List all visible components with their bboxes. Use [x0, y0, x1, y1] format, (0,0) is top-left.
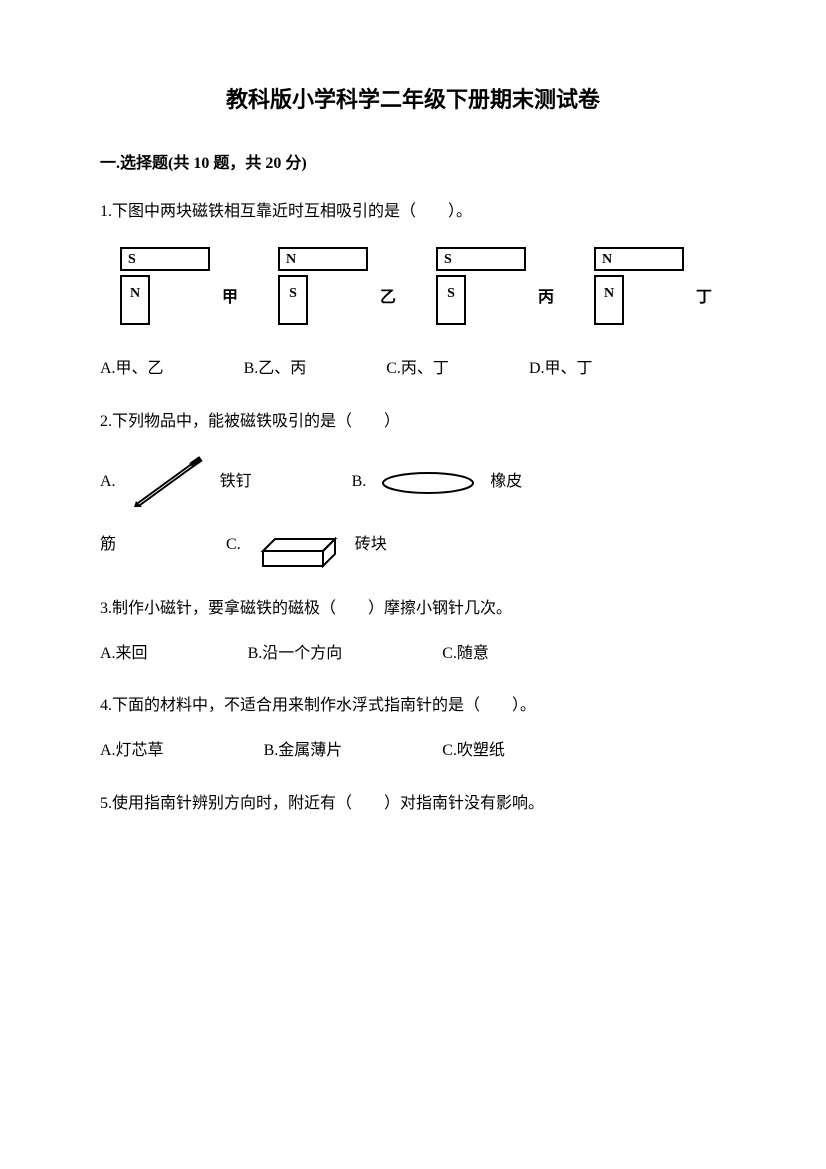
- option-b: B.乙、丙: [244, 355, 307, 384]
- option-b: B.金属薄片: [264, 737, 343, 766]
- option-a: A.灯芯草: [100, 737, 164, 766]
- question-1: 1.下图中两块磁铁相互靠近时互相吸引的是（ ）。 S N 甲 N S 乙 S S…: [100, 198, 726, 384]
- magnet-bottom: N: [120, 275, 150, 325]
- question-5: 5.使用指南针辨别方向时，附近有（ ）对指南针没有影响。: [100, 790, 726, 819]
- nail-icon: [128, 453, 208, 513]
- q4-options: A.灯芯草 B.金属薄片 C.吹塑纸: [100, 737, 726, 766]
- q1-text: 1.下图中两块磁铁相互靠近时互相吸引的是（ ）。: [100, 198, 726, 227]
- magnet-group-jia: S N 甲: [120, 247, 238, 325]
- q5-text: 5.使用指南针辨别方向时，附近有（ ）对指南针没有影响。: [100, 790, 726, 819]
- brick-icon: [253, 521, 343, 571]
- q3-text: 3.制作小磁针，要拿磁铁的磁极（ ）摩擦小钢针几次。: [100, 595, 726, 624]
- magnet-label: 乙: [380, 284, 396, 313]
- rubber-band-icon: [378, 463, 478, 503]
- magnet-bottom: S: [278, 275, 308, 325]
- option-a: A.来回: [100, 640, 148, 669]
- q1-options: A.甲、乙 B.乙、丙 C.丙、丁 D.甲、丁: [100, 355, 726, 384]
- page-title: 教科版小学科学二年级下册期末测试卷: [100, 80, 726, 120]
- q2-opt-a: A.: [100, 468, 116, 497]
- magnet-top: S: [120, 247, 210, 271]
- option-a: A.甲、乙: [100, 355, 164, 384]
- magnet-group-bing: S S 丙: [436, 247, 554, 325]
- section-header: 一.选择题(共 10 题，共 20 分): [100, 150, 726, 179]
- magnet-group-yi: N S 乙: [278, 247, 396, 325]
- magnet-label: 丙: [538, 284, 554, 313]
- q2-row2-left: 筋: [100, 531, 116, 560]
- option-b: B.沿一个方向: [248, 640, 343, 669]
- magnet-bottom: N: [594, 275, 624, 325]
- option-d: D.甲、丁: [529, 355, 593, 384]
- q4-text: 4.下面的材料中，不适合用来制作水浮式指南针的是（ ）。: [100, 692, 726, 721]
- q2-opt-c-label: 砖块: [355, 531, 387, 560]
- option-c: C.吹塑纸: [442, 737, 505, 766]
- magnet-top: S: [436, 247, 526, 271]
- q2-opt-b-label: 橡皮: [490, 468, 522, 497]
- q2-text: 2.下列物品中，能被磁铁吸引的是（ ）: [100, 408, 726, 437]
- q2-row1: A. 铁钉 B. 橡皮: [100, 453, 726, 513]
- q1-diagrams: S N 甲 N S 乙 S S 丙 N N 丁: [120, 247, 726, 325]
- question-4: 4.下面的材料中，不适合用来制作水浮式指南针的是（ ）。 A.灯芯草 B.金属薄…: [100, 692, 726, 766]
- q2-opt-a-label: 铁钉: [220, 468, 252, 497]
- magnet-top: N: [594, 247, 684, 271]
- magnet-bottom: S: [436, 275, 466, 325]
- option-c: C.随意: [442, 640, 489, 669]
- question-2: 2.下列物品中，能被磁铁吸引的是（ ） A. 铁钉 B. 橡皮 筋 C. 砖块: [100, 408, 726, 571]
- magnet-top: N: [278, 247, 368, 271]
- question-3: 3.制作小磁针，要拿磁铁的磁极（ ）摩擦小钢针几次。 A.来回 B.沿一个方向 …: [100, 595, 726, 669]
- option-c: C.丙、丁: [386, 355, 449, 384]
- q3-options: A.来回 B.沿一个方向 C.随意: [100, 640, 726, 669]
- q2-row2: 筋 C. 砖块: [100, 521, 726, 571]
- magnet-label: 丁: [696, 284, 712, 313]
- magnet-group-ding: N N 丁: [594, 247, 712, 325]
- q2-opt-c: C.: [226, 531, 241, 560]
- q2-opt-b: B.: [352, 468, 367, 497]
- magnet-label: 甲: [222, 284, 238, 313]
